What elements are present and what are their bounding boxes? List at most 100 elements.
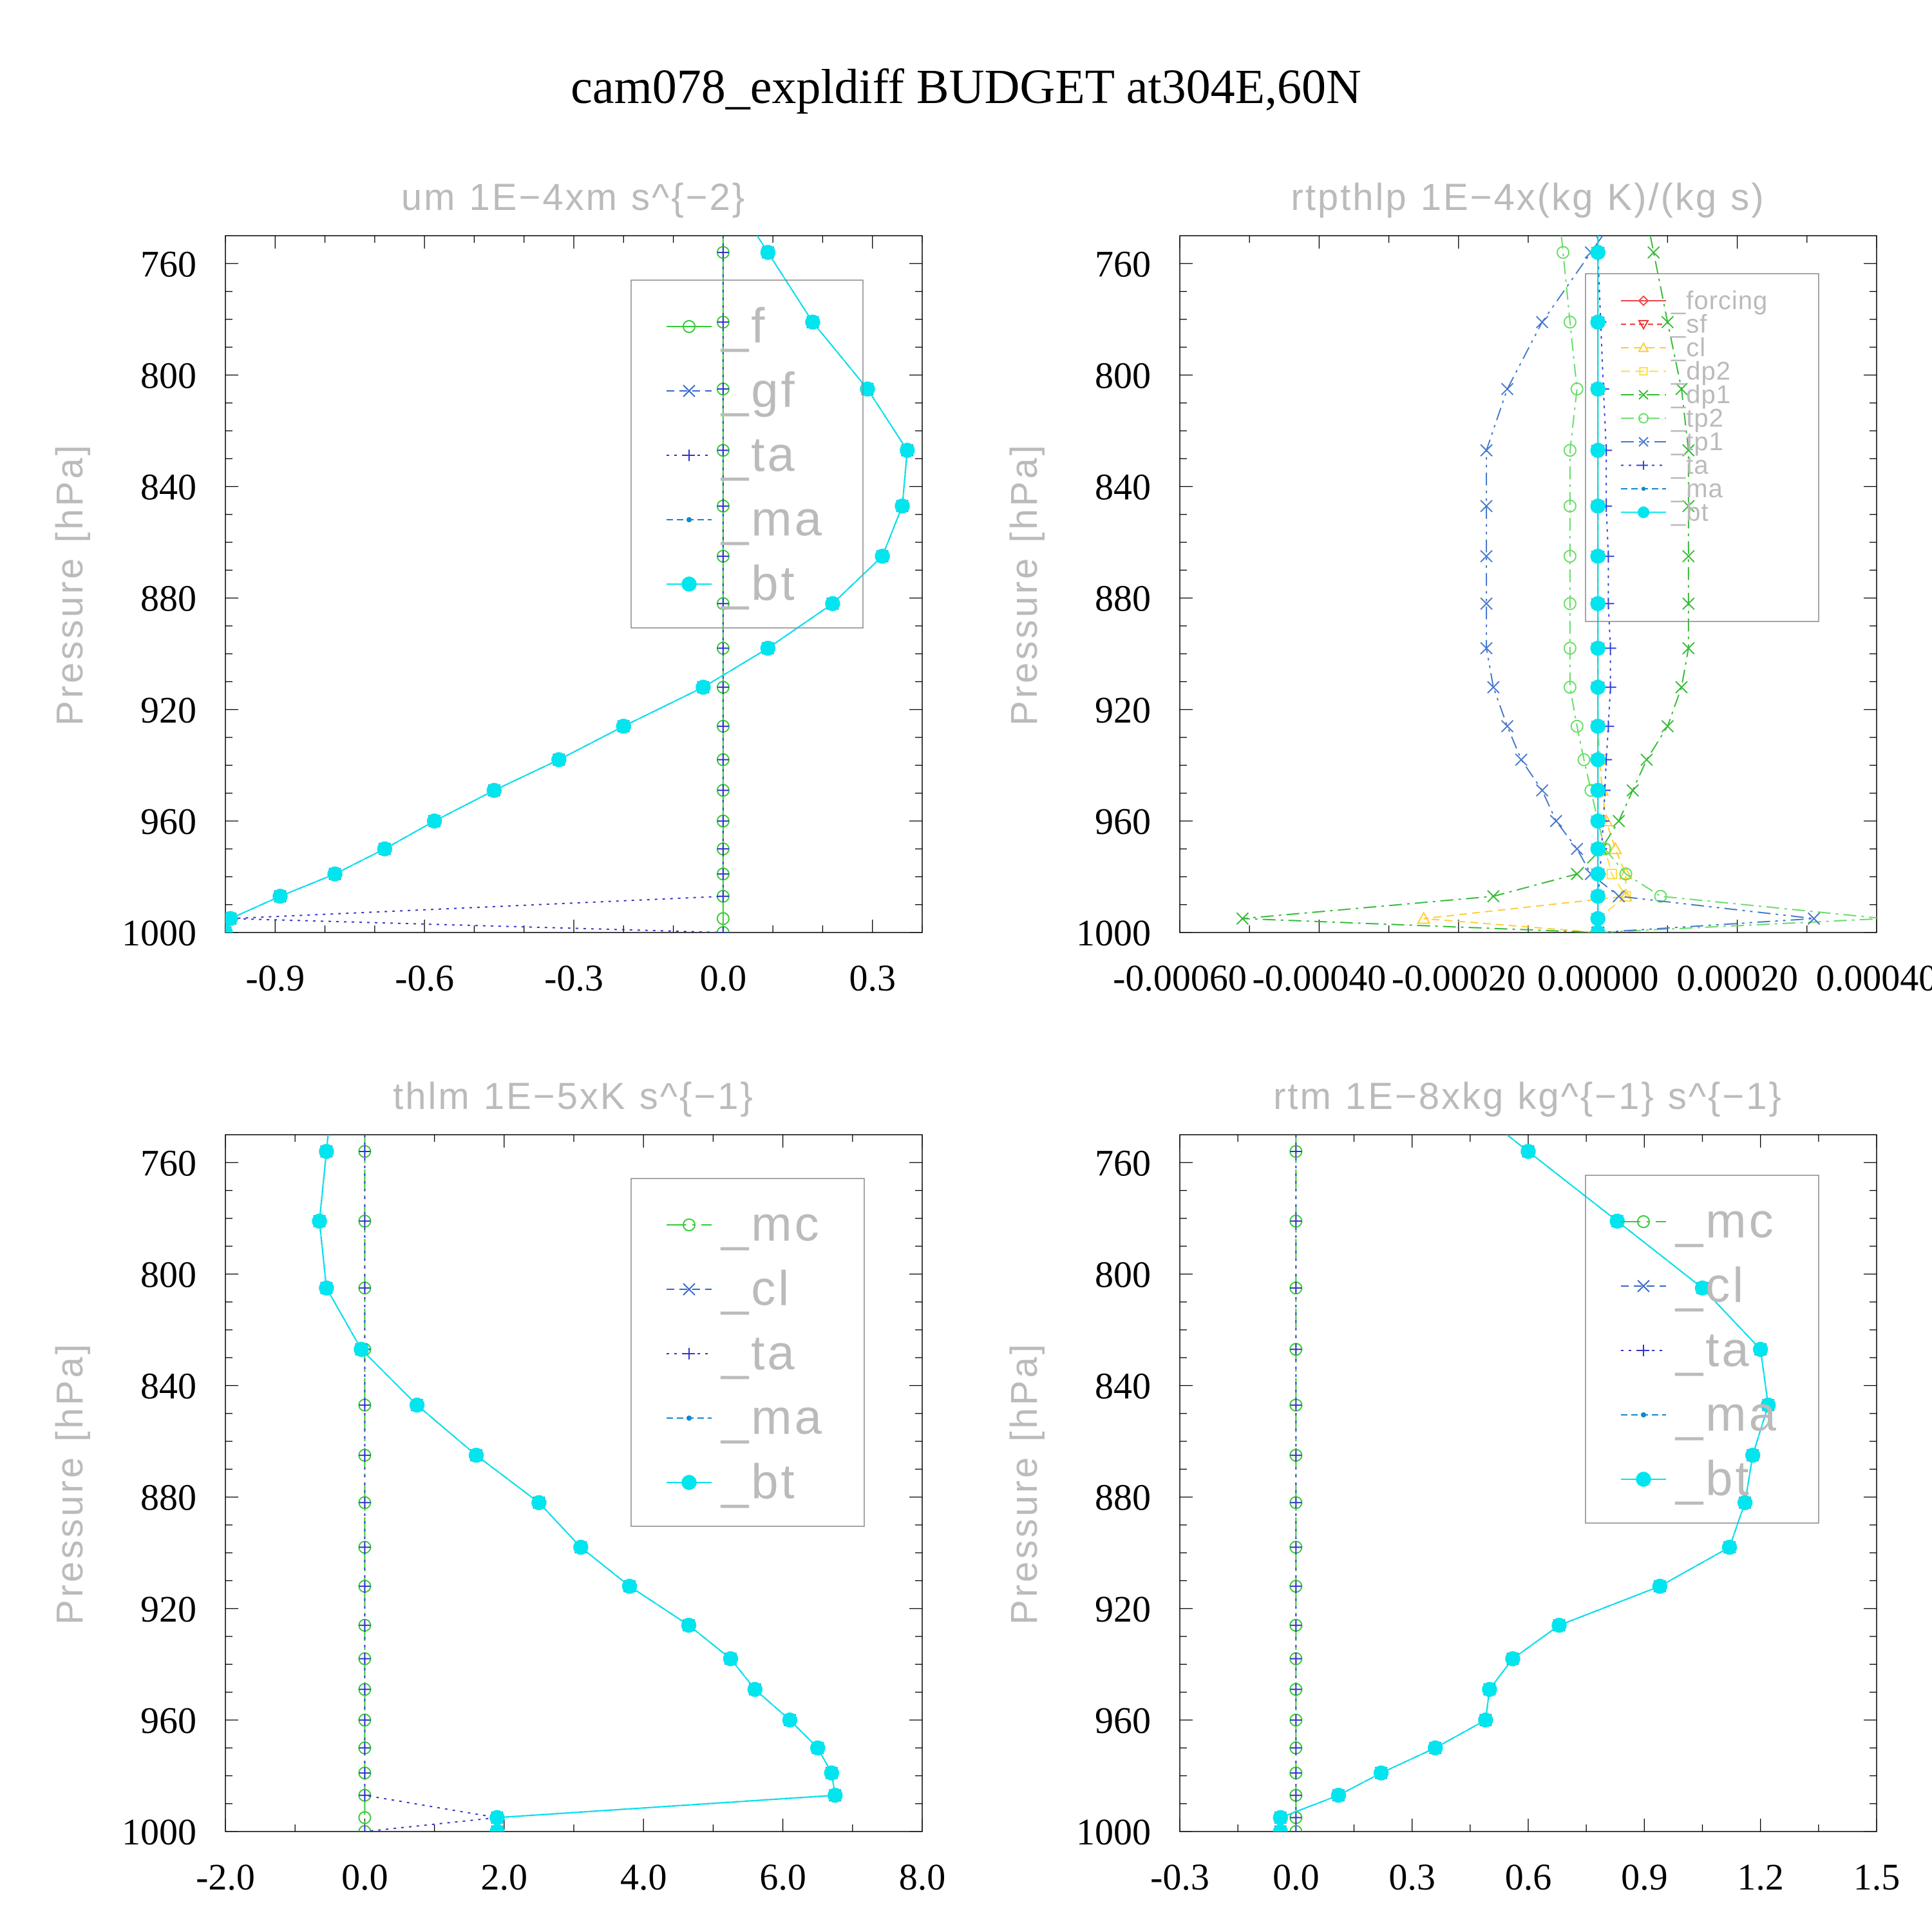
- y-axis-label: Pressure [hPa]: [1003, 1341, 1045, 1625]
- data-point-bt: [319, 1144, 334, 1159]
- data-point-dp1: [1571, 867, 1584, 880]
- data-point-dp1: [1675, 681, 1688, 694]
- data-point-bt: [1273, 1824, 1288, 1832]
- x-tick-label: 1.2: [1737, 1856, 1784, 1898]
- y-tick-label: 960: [1095, 1700, 1151, 1741]
- data-point-bt: [825, 596, 840, 611]
- legend-label: _bt: [1674, 1451, 1752, 1506]
- y-tick-label: 880: [140, 1477, 196, 1519]
- data-point-ta: [359, 1742, 371, 1754]
- data-point-tp2: [1570, 383, 1584, 396]
- plot-frame: [1179, 235, 1877, 933]
- legend-label: _ma: [1674, 1387, 1779, 1441]
- x-tick-label: 0.0: [1273, 1856, 1320, 1898]
- data-point-tp2: [1563, 499, 1577, 513]
- x-tick-label: -0.9: [245, 957, 305, 999]
- data-point-bt: [760, 640, 776, 656]
- data-point-tp2: [1563, 316, 1577, 329]
- y-tick-label: 1000: [122, 912, 196, 954]
- y-axis-label: Pressure [hPa]: [1003, 442, 1045, 726]
- x-tick-label: 6.0: [759, 1856, 806, 1898]
- panel-title: um 1E−4xm s^{−2}: [401, 176, 746, 218]
- series-group: [225, 236, 915, 933]
- data-point-bt: [1590, 752, 1605, 768]
- legend-marker: [1637, 506, 1650, 518]
- data-point-dp1: [1661, 316, 1674, 328]
- data-point-dp1: [1647, 246, 1660, 259]
- data-point-tp2: [1570, 719, 1584, 733]
- series-group: [1273, 1135, 1776, 1832]
- data-point-tp2: [1878, 913, 1889, 924]
- data-point-bt: [723, 1651, 739, 1667]
- legend-marker: [683, 384, 696, 397]
- legend-label: _ta: [1674, 1322, 1752, 1377]
- data-point-ta: [359, 1399, 371, 1411]
- data-point-cl: [1608, 842, 1622, 855]
- series-line-ta: [364, 1135, 498, 1832]
- data-point-dp1: [1640, 753, 1653, 766]
- data-point-tp2: [1557, 245, 1570, 259]
- data-point-bt: [551, 752, 567, 768]
- chart-panel-3: thlm 1E−5xK s^{−1} Pressure [hPa] 760 800 84…: [49, 1075, 945, 1898]
- data-point-bt: [1590, 925, 1605, 933]
- y-tick-label: 880: [1095, 1477, 1151, 1519]
- data-point-ta: [1290, 1714, 1302, 1726]
- y-tick-label: 920: [1095, 1588, 1151, 1630]
- data-point-ta: [717, 681, 729, 694]
- data-point-bt: [621, 1578, 638, 1594]
- page-title: cam078_expldiff BUDGET at304E,60N: [571, 60, 1361, 114]
- legend: _mc _cl _ta _ma _bt: [630, 1178, 865, 1527]
- data-point-bt: [828, 1788, 843, 1803]
- legend-marker: [683, 320, 696, 333]
- data-point-ta: [717, 784, 729, 797]
- legend-label: _bt: [720, 556, 797, 611]
- legend-marker: [1637, 1215, 1650, 1228]
- data-point-ta: [1290, 1399, 1302, 1411]
- data-point-ta: [359, 1497, 371, 1509]
- x-tick-label: -0.00020: [1392, 957, 1526, 999]
- legend-label: _sf: [1671, 310, 1707, 338]
- data-point-bt: [1752, 1341, 1768, 1357]
- series-line-tp2: [1560, 236, 1877, 933]
- data-point-ta: [717, 598, 729, 610]
- data-point-ta: [359, 1789, 371, 1801]
- data-point-cl: [1417, 911, 1431, 924]
- data-point-ta: [717, 927, 729, 933]
- data-point-bt: [875, 549, 890, 564]
- data-point-dp1: [1682, 641, 1695, 655]
- data-point-ta: [1290, 1683, 1302, 1696]
- data-point-bt: [312, 1213, 327, 1229]
- data-point-ta: [717, 753, 729, 766]
- y-tick-label: 960: [140, 800, 196, 842]
- data-point-dp1: [1661, 720, 1674, 733]
- plot-frame: [225, 235, 923, 933]
- legend-marker: [681, 576, 697, 592]
- x-tick-label: 0.3: [849, 957, 896, 999]
- data-point-bt: [468, 1448, 484, 1463]
- data-point-bt: [1590, 889, 1605, 904]
- y-tick-label: 960: [140, 1700, 196, 1741]
- data-point-ta: [359, 1541, 371, 1553]
- data-point-bt: [1273, 1810, 1288, 1826]
- legend: _forcing_sf_cl_dp2_dp1_tp2_tp1_ta_ma_bt: [1585, 273, 1819, 622]
- data-point-dp1: [1682, 597, 1695, 611]
- chart-panel-4: rtm 1E−8xkg kg^{−1} s^{−1} Pressure [hPa]…: [1003, 1075, 1900, 1898]
- y-tick-label: 920: [140, 689, 196, 731]
- legend-marker: [1638, 413, 1649, 424]
- data-point-bt: [782, 1712, 798, 1728]
- data-point-ta: [1604, 642, 1616, 654]
- data-point-ta: [717, 444, 729, 457]
- data-point-ta: [1290, 1343, 1302, 1356]
- data-point-ta: [717, 890, 729, 902]
- data-point-bt: [616, 719, 631, 734]
- data-point-ta: [1290, 1812, 1302, 1824]
- x-tick-label: -0.3: [544, 957, 603, 999]
- data-point-ta: [717, 316, 729, 328]
- data-point-ta: [359, 1714, 371, 1726]
- legend-label: _ma: [1671, 475, 1723, 503]
- data-point-bt: [1609, 1213, 1625, 1229]
- y-tick-label: 920: [140, 1588, 196, 1630]
- data-point-bt: [1590, 442, 1605, 458]
- data-point-bt: [531, 1495, 547, 1510]
